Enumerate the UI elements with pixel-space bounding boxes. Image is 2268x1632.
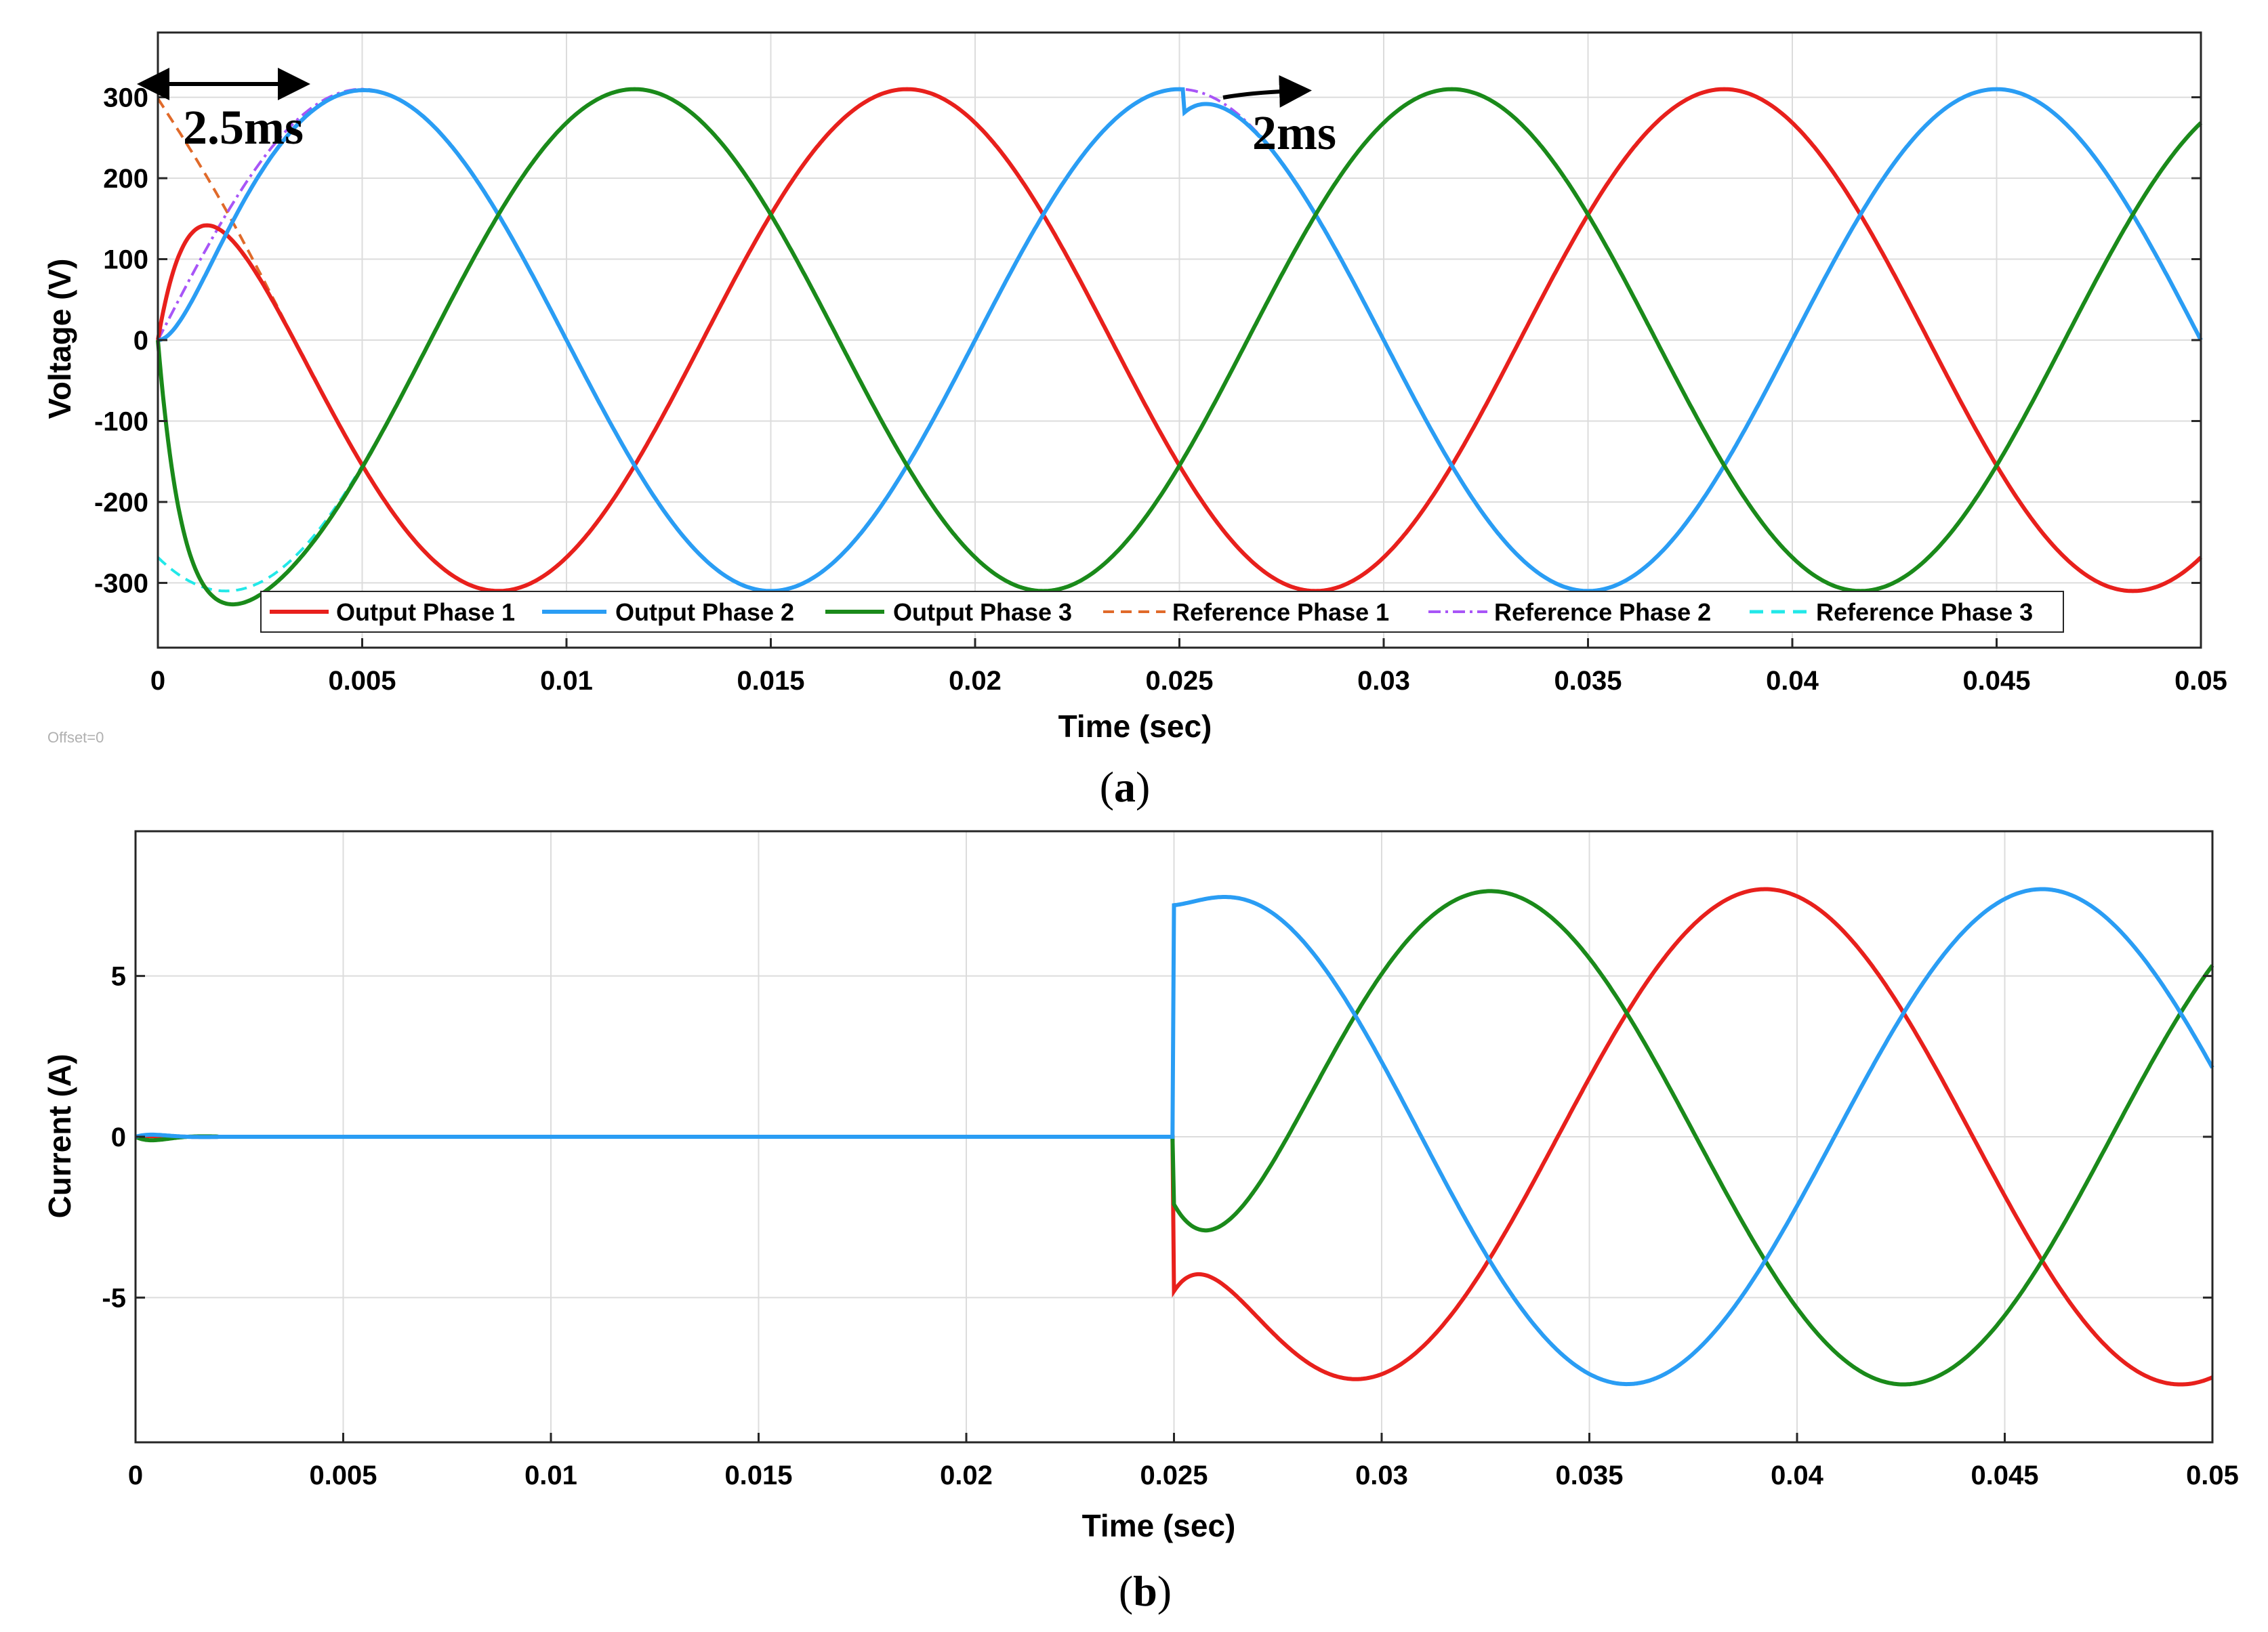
- y-tick-label: 0: [133, 326, 148, 356]
- x-tick-label: 0: [128, 1461, 143, 1490]
- legend-item-reference-phase-3: Reference Phase 3: [1750, 598, 2033, 626]
- legend-item-reference-phase-2: Reference Phase 2: [1428, 598, 1711, 626]
- x-tick-label: 0.035: [1555, 1461, 1623, 1490]
- legend-item-output-phase-2: Output Phase 2: [542, 598, 794, 626]
- x-tick-label: 0.005: [309, 1461, 377, 1490]
- x-tick-label: 0.03: [1357, 666, 1410, 696]
- x-tick-label: 0.01: [524, 1461, 577, 1490]
- x-tick-label: 0.005: [328, 666, 396, 696]
- voltage-chart: 0 0.005 0.01 0.015 0.02 0.025 0.03 0.035 0.04 0.0…: [42, 31, 2227, 811]
- x-tick-label: 0.02: [949, 666, 1002, 696]
- x-tick-label: 0.04: [1771, 1461, 1824, 1490]
- annotation-arrow-2ms: [1222, 75, 1312, 108]
- current-chart-y-ticks: 5 0 -5: [102, 962, 2212, 1313]
- legend-label: Output Phase 3: [893, 598, 1072, 626]
- y-tick-label: 200: [103, 164, 148, 194]
- legend-label: Reference Phase 1: [1172, 598, 1389, 626]
- x-tick-label: 0.01: [540, 666, 593, 696]
- y-tick-label: -100: [94, 406, 148, 436]
- y-tick-label: 5: [111, 962, 126, 992]
- annotation-2-5ms: 2.5ms: [183, 100, 304, 154]
- x-tick-label: 0.03: [1355, 1461, 1408, 1490]
- legend-label: Output Phase 1: [336, 598, 515, 626]
- y-tick-label: -300: [94, 568, 148, 598]
- x-tick-label: 0.025: [1140, 1461, 1208, 1490]
- offset-note: Offset=0: [47, 729, 104, 746]
- x-tick-label: 0.045: [1962, 666, 2030, 696]
- x-tick-label: 0.035: [1554, 666, 1622, 696]
- x-tick-label: 0.015: [737, 666, 804, 696]
- y-tick-label: -200: [94, 488, 148, 518]
- current-series-line-phase-2: [135, 887, 2214, 1387]
- legend-item-reference-phase-1: Reference Phase 1: [1103, 598, 1389, 626]
- voltage-chart-y-ticks: 300 200 100 0 -100 -200 -300: [94, 83, 2201, 598]
- x-tick-label: 0.015: [724, 1461, 792, 1490]
- voltage-chart-grid: [157, 33, 2202, 648]
- voltage-chart-x-ticks: 0 0.005 0.01 0.015 0.02 0.025 0.03 0.035 0.04 0.0…: [150, 638, 2227, 696]
- x-tick-label: 0.05: [2186, 1461, 2239, 1490]
- annotation-2ms: 2ms: [1252, 106, 1336, 160]
- current-chart-x-label: Time (sec): [1082, 1508, 1236, 1543]
- legend-item-output-phase-1: Output Phase 1: [270, 598, 515, 626]
- caption-a: (a): [1100, 763, 1151, 811]
- current-chart-series: [134, 887, 2214, 1387]
- x-tick-label: 0: [150, 666, 165, 696]
- legend-item-output-phase-3: Output Phase 3: [825, 598, 1072, 626]
- current-chart-x-ticks: 0 0.005 0.01 0.015 0.02 0.025 0.03 0.035 0.04 0.0…: [128, 1433, 2239, 1490]
- x-tick-label: 0.04: [1766, 666, 1819, 696]
- x-tick-label: 0.02: [940, 1461, 993, 1490]
- y-tick-label: 0: [111, 1123, 126, 1152]
- caption-b: (b): [1119, 1567, 1172, 1615]
- y-tick-label: 100: [103, 245, 148, 275]
- y-tick-label: 300: [103, 83, 148, 113]
- legend-label: Reference Phase 3: [1816, 598, 2033, 626]
- x-tick-label: 0.025: [1145, 666, 1213, 696]
- current-chart: 0 0.005 0.01 0.015 0.02 0.025 0.03 0.035 0.04 0.0…: [42, 830, 2239, 1615]
- voltage-chart-x-label: Time (sec): [1058, 709, 1212, 744]
- current-chart-y-label: Current (A): [42, 1054, 77, 1219]
- legend-label: Reference Phase 2: [1494, 598, 1711, 626]
- y-tick-label: -5: [102, 1283, 126, 1313]
- legend-label: Output Phase 2: [615, 598, 794, 626]
- voltage-chart-y-label: Voltage (V): [42, 259, 77, 419]
- x-tick-label: 0.05: [2174, 666, 2227, 696]
- voltage-chart-legend: Output Phase 1 Output Phase 2 Output Pha…: [260, 591, 2064, 633]
- x-tick-label: 0.045: [1971, 1461, 2038, 1490]
